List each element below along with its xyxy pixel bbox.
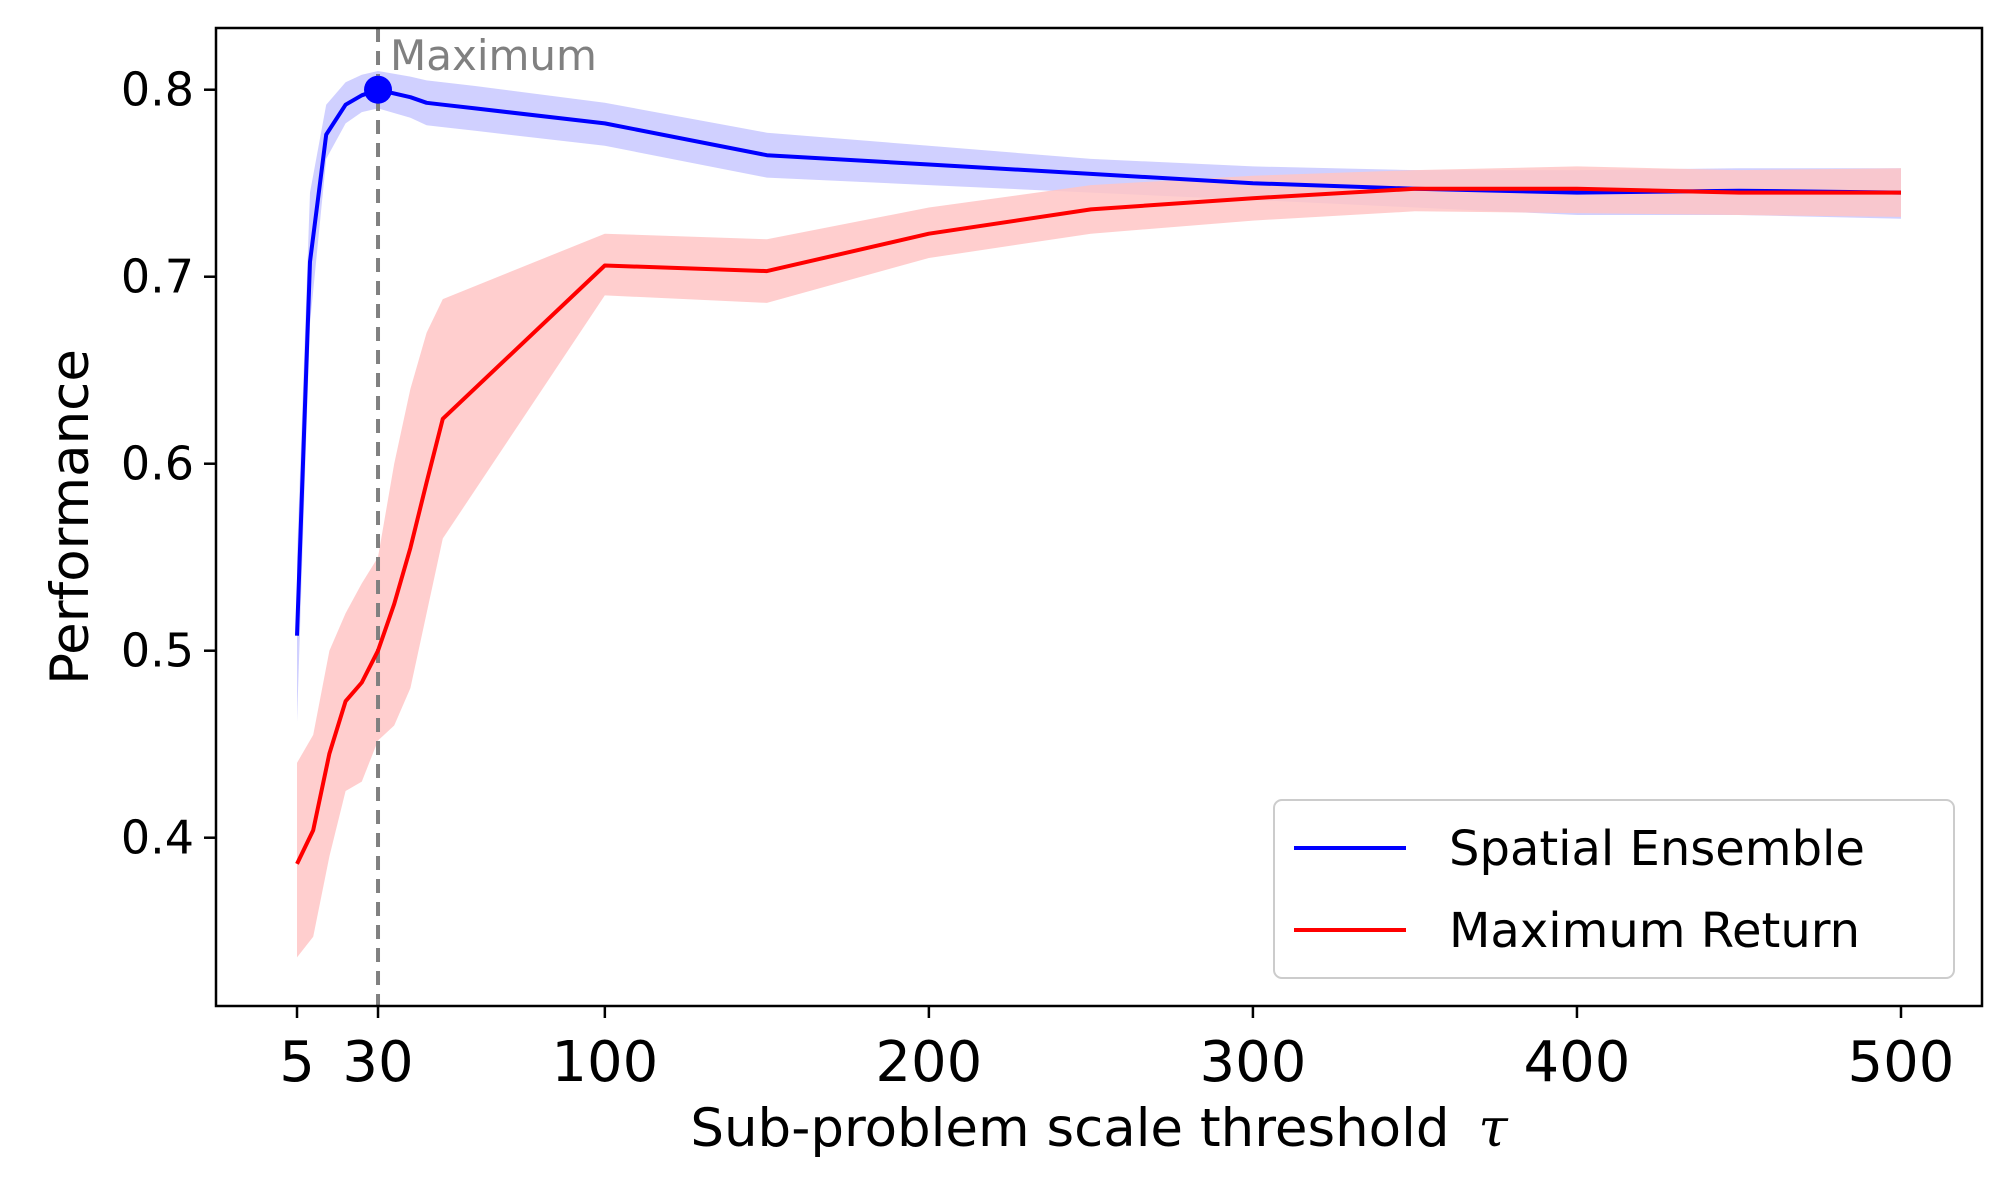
x-tick-label: 500 — [1848, 1030, 1955, 1095]
y-tick-label: 0.8 — [121, 63, 194, 117]
y-tick-label: 0.5 — [121, 624, 194, 678]
maximum-point — [364, 75, 393, 104]
legend-label-maximum-return: Maximum Return — [1449, 903, 1860, 959]
x-axis: 5 30 100 200 300 400 500 — [279, 1006, 1954, 1095]
y-axis-label: Performance — [40, 349, 101, 685]
x-tick-label: 30 — [342, 1030, 413, 1095]
legend-label-spatial-ensemble: Spatial Ensemble — [1449, 821, 1865, 877]
y-tick-label: 0.7 — [121, 250, 194, 304]
line-maximum-return — [295, 186, 1901, 865]
y-axis: 0.4 0.5 0.6 0.7 0.8 — [121, 63, 216, 865]
y-tick-label: 0.4 — [121, 811, 194, 865]
x-tick-label: 200 — [875, 1030, 982, 1095]
x-axis-label-symbol: τ — [1478, 1098, 1509, 1159]
x-axis-label: Sub-problem scale threshold τ — [690, 1098, 1509, 1159]
maximum-annotation: Maximum — [390, 31, 597, 80]
x-tick-label: 400 — [1524, 1030, 1631, 1095]
x-tick-label: 100 — [551, 1030, 658, 1095]
markers — [364, 75, 393, 104]
x-axis-label-text: Sub-problem scale threshold — [690, 1098, 1449, 1159]
legend-box — [1273, 799, 1955, 979]
x-tick-label: 5 — [279, 1030, 315, 1095]
plot-frame — [214, 26, 1984, 1008]
annotation-layer: Maximum — [376, 28, 597, 1006]
legend: Spatial Ensemble Maximum Return — [1273, 799, 1955, 979]
y-tick-label: 0.6 — [121, 437, 194, 491]
series-lines — [295, 87, 1902, 865]
x-tick-label: 300 — [1199, 1030, 1306, 1095]
